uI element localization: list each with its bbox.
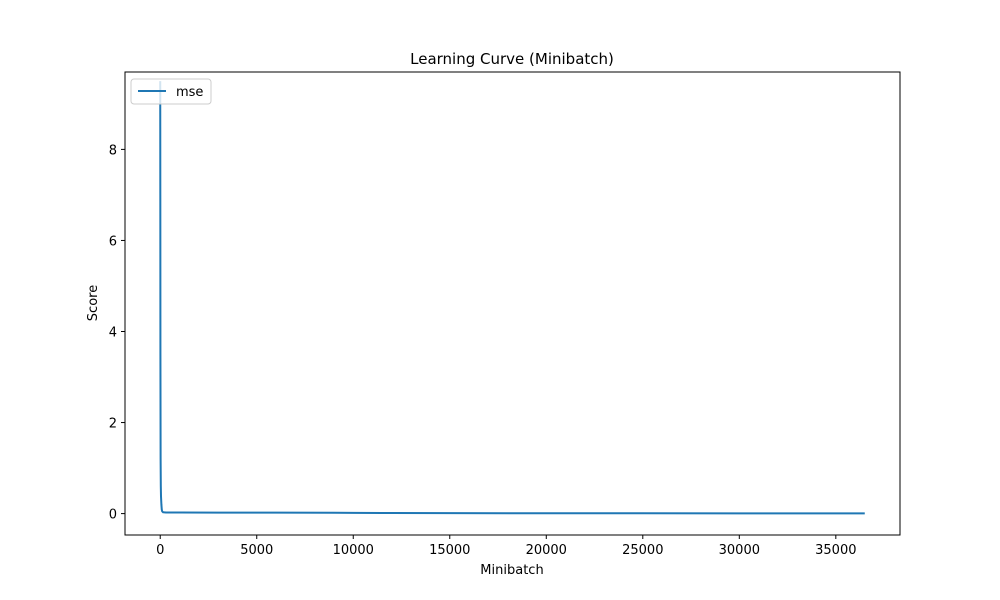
y-tick-label: 6 — [109, 234, 117, 249]
legend-frame — [130, 78, 212, 105]
y-tick-label: 0 — [109, 508, 117, 523]
x-tick-label: 35000 — [815, 543, 856, 558]
y-tick-label: 8 — [109, 143, 117, 158]
y-axis-label: Score — [86, 285, 101, 321]
x-axis-label: Minibatch — [480, 563, 543, 578]
legend-label-mse: mse — [176, 85, 203, 100]
x-tick-label: 20000 — [526, 543, 567, 558]
y-tick-label: 2 — [109, 417, 117, 432]
plot-area: 0 5000 10000 15000 20000 25000 30000 35000 0 2 4 6 8 — [109, 71, 901, 558]
chart-title: Learning Curve (Minibatch) — [410, 50, 614, 68]
x-tick-label: 30000 — [719, 543, 760, 558]
legend: mse — [130, 78, 212, 105]
series-line-mse — [159, 81, 865, 515]
y-tick-label: 4 — [109, 325, 117, 340]
axes-frame — [124, 71, 901, 536]
x-tick-label: 15000 — [429, 543, 470, 558]
x-tick-label: 5000 — [240, 543, 273, 558]
x-tick-label: 25000 — [622, 543, 663, 558]
x-tick-label: 0 — [156, 543, 164, 558]
x-tick-label: 10000 — [333, 543, 374, 558]
